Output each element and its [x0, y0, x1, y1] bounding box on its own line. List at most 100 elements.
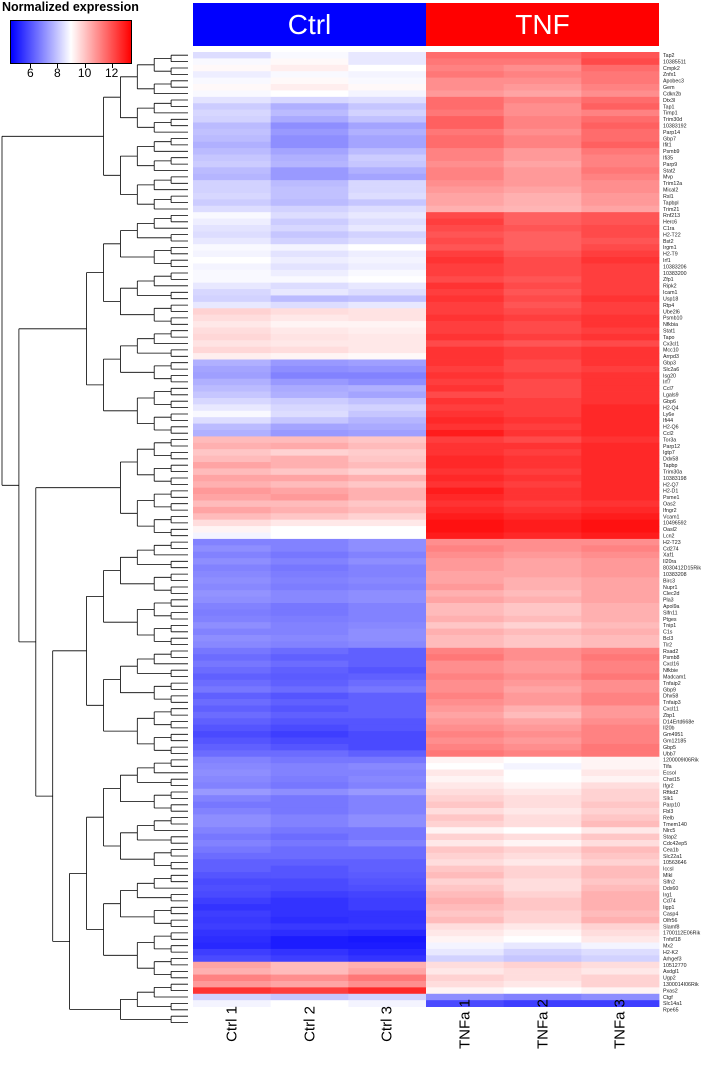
heatmap-cell — [270, 429, 349, 437]
heatmap-cell — [581, 974, 660, 982]
heatmap-cell — [581, 570, 660, 578]
heatmap-cell — [503, 980, 582, 988]
gene-label: Tapo — [663, 335, 675, 341]
heatmap-cell — [503, 590, 582, 597]
heatmap-cell — [503, 282, 582, 290]
heatmap-cell — [193, 506, 272, 514]
heatmap-cell — [426, 340, 505, 348]
heatmap-cell — [193, 205, 272, 213]
heatmap-cell — [348, 295, 427, 303]
heatmap-cell — [426, 71, 505, 79]
heatmap-cell — [193, 577, 272, 585]
heatmap-cell — [581, 859, 660, 867]
heatmap-cell — [193, 814, 272, 822]
heatmap-cell — [503, 615, 582, 623]
heatmap-cell — [193, 276, 272, 284]
heatmap-cell — [581, 865, 660, 873]
heatmap-cell — [270, 622, 349, 629]
heatmap-cell — [193, 545, 272, 553]
gene-label: Cd74 — [663, 899, 676, 905]
gene-label: Tap1 — [663, 104, 675, 110]
gene-label: 10383192 — [663, 123, 687, 129]
gene-label: Pxas2 — [663, 988, 678, 994]
gene-label: Ecsol — [663, 771, 676, 777]
heatmap-cell — [348, 474, 427, 482]
heatmap-cell — [426, 128, 505, 136]
heatmap-cell — [503, 295, 582, 303]
heatmap-cell — [193, 333, 272, 341]
gene-label: Asdgl1 — [663, 969, 679, 975]
heatmap-cell — [503, 378, 582, 386]
heatmap-cell — [426, 872, 505, 879]
heatmap-cell — [270, 391, 349, 399]
heatmap-cell — [426, 679, 505, 687]
heatmap-cell — [503, 743, 582, 751]
heatmap-cell — [581, 955, 660, 963]
heatmap-cell — [503, 462, 582, 469]
heatmap-cell — [503, 1000, 582, 1007]
heatmap-cell — [503, 641, 582, 649]
heatmap-cell — [426, 526, 505, 533]
heatmap-cell — [270, 750, 349, 758]
heatmap-cell — [270, 526, 349, 533]
heatmap-cell — [581, 186, 660, 194]
heatmap-cell — [581, 205, 660, 213]
heatmap-cell — [581, 622, 660, 629]
heatmap-cell — [270, 846, 349, 854]
heatmap-cell — [348, 916, 427, 924]
gene-label: Il20ra — [663, 559, 676, 565]
heatmap-cell — [503, 346, 582, 354]
heatmap-cell — [426, 372, 505, 380]
heatmap-cell — [426, 173, 505, 181]
heatmap-cell — [348, 929, 427, 937]
heatmap-cell — [348, 359, 427, 367]
gene-label: Znfx1 — [663, 72, 676, 78]
heatmap-cell — [503, 353, 582, 360]
heatmap-cell — [193, 602, 272, 610]
heatmap-cell — [270, 263, 349, 271]
heatmap-cell — [348, 77, 427, 85]
heatmap-cell — [193, 692, 272, 700]
heatmap-cell — [581, 532, 660, 540]
sample-label: TNFa 2 — [534, 998, 551, 1050]
heatmap-cell — [270, 615, 349, 623]
heatmap-cell — [503, 872, 582, 879]
heatmap-cell — [581, 308, 660, 316]
heatmap-cell — [581, 250, 660, 258]
heatmap-cell — [426, 455, 505, 463]
heatmap-cell — [426, 109, 505, 117]
heatmap-cell — [581, 711, 660, 719]
heatmap-cell — [193, 186, 272, 194]
heatmap-cell — [193, 705, 272, 713]
heatmap-cell — [503, 923, 582, 931]
heatmap-cell — [503, 538, 582, 546]
heatmap-cell — [426, 192, 505, 200]
heatmap-cell — [581, 269, 660, 277]
heatmap-cell — [193, 224, 272, 232]
heatmap-cell — [426, 942, 505, 950]
heatmap-cell — [503, 276, 582, 284]
heatmap-cell — [581, 558, 660, 565]
sample-label: Ctrl 3 — [378, 1006, 396, 1042]
heatmap-cell — [581, 199, 660, 207]
gene-label: 1700112E06Rik — [663, 931, 701, 937]
gene-label: Irf7 — [663, 380, 671, 386]
heatmap-cell — [503, 596, 582, 604]
heatmap-cell — [581, 705, 660, 713]
heatmap-cell — [270, 84, 349, 91]
heatmap-cell — [270, 865, 349, 873]
heatmap-cell — [348, 532, 427, 540]
heatmap-cell — [270, 737, 349, 745]
gene-label: H2-D1 — [663, 489, 678, 495]
gene-label: Iigp1 — [663, 905, 675, 911]
heatmap-cell — [581, 660, 660, 668]
heatmap-cell — [270, 436, 349, 444]
heatmap-cell — [426, 417, 505, 424]
heatmap-cell — [193, 827, 272, 835]
heatmap-cell — [348, 391, 427, 399]
heatmap-cell — [581, 321, 660, 328]
heatmap-cell — [581, 109, 660, 117]
heatmap-cell — [581, 462, 660, 469]
gene-label: Slc2a6 — [663, 367, 679, 373]
